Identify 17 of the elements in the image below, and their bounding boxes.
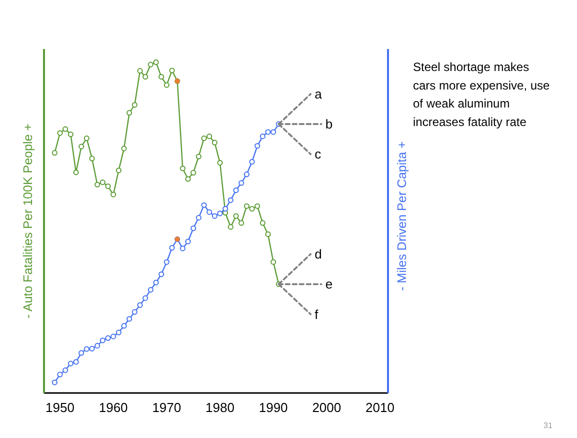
x-tick-label: 1970 (152, 400, 182, 415)
text: Steel shortage makes cars more expensive, use of weak aluminum increases fatality rate (413, 60, 550, 129)
series-label: f (314, 306, 319, 322)
x-tick-label: 1990 (258, 400, 288, 415)
x-tick-label: 2010 (366, 400, 394, 415)
y2-axis-title: - Miles Driven Per Capita + (395, 141, 409, 291)
series-label: b (325, 116, 333, 132)
x-tick-label: 1980 (206, 400, 234, 415)
x-tick-label: 2000 (312, 400, 342, 415)
series-label: c (314, 146, 322, 162)
y-axis-title: - Auto Fatalities Per 100K People + (21, 124, 35, 318)
series-label: a (314, 86, 323, 102)
text: 31 (544, 421, 553, 430)
x-tick-label: 1950 (46, 400, 74, 415)
x-tick-label: 1960 (98, 400, 128, 415)
series-label: d (314, 246, 322, 262)
series-label: e (325, 276, 333, 292)
